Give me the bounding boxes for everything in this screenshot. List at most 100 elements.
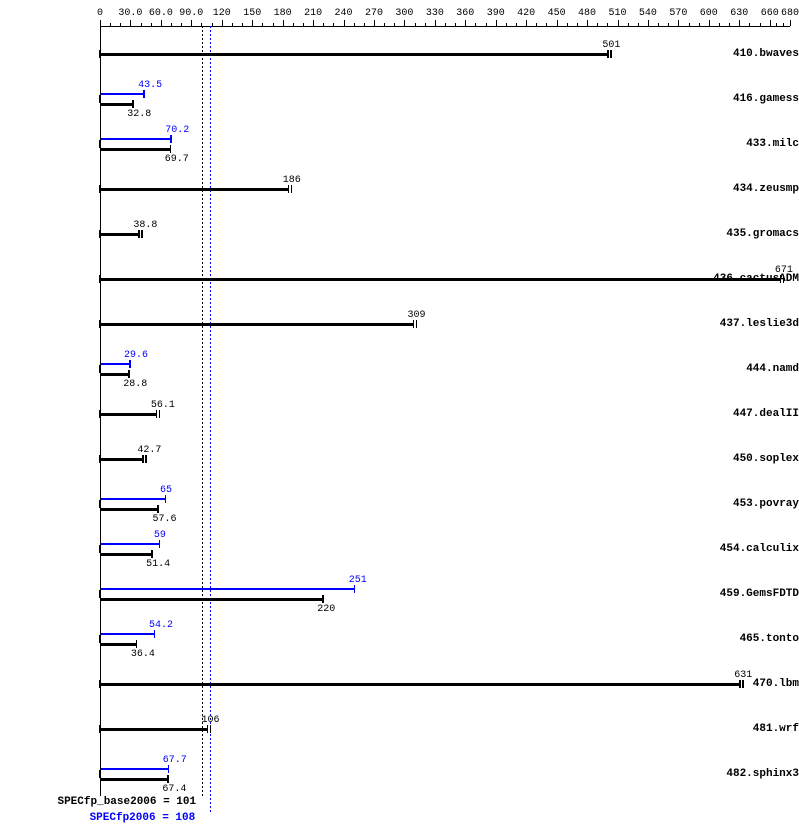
bar-peak	[100, 588, 355, 590]
bar-base-endcap	[780, 275, 782, 283]
x-minor-tick	[475, 23, 476, 26]
x-tick-label: 420	[517, 8, 535, 19]
x-minor-tick	[384, 23, 385, 26]
value-label-peak: 65	[160, 485, 172, 496]
bar-base-endcap	[142, 455, 144, 463]
x-tick-label: 270	[365, 8, 383, 19]
x-tick	[344, 20, 345, 26]
x-tick-label: 60.0	[149, 8, 173, 19]
bench-label: 454.calculix	[703, 543, 799, 555]
bar-base	[100, 598, 323, 601]
x-tick	[709, 20, 710, 26]
bar-base-endcap2	[783, 275, 785, 283]
value-label-base: 671	[775, 265, 793, 276]
bar-peak-endcap	[159, 540, 161, 548]
bar-base	[100, 778, 168, 781]
x-tick	[739, 20, 740, 26]
x-tick	[618, 20, 619, 26]
bar-base	[100, 553, 152, 556]
bench-label: 465.tonto	[703, 633, 799, 645]
x-tick-label: 600	[700, 8, 718, 19]
x-minor-tick	[577, 23, 578, 26]
x-minor-tick	[597, 23, 598, 26]
bench-label: 433.milc	[703, 138, 799, 150]
x-minor-tick	[293, 23, 294, 26]
x-tick	[648, 20, 649, 26]
bar-peak	[100, 138, 171, 140]
x-tick	[191, 20, 192, 26]
x-tick	[465, 20, 466, 26]
x-tick-label: 630	[730, 8, 748, 19]
x-minor-tick	[658, 23, 659, 26]
x-tick	[161, 20, 162, 26]
x-minor-tick	[628, 23, 629, 26]
bench-label: 416.gamess	[703, 93, 799, 105]
x-minor-tick	[516, 23, 517, 26]
x-tick-label: 660	[761, 8, 779, 19]
bar-base-endcap2	[210, 725, 212, 733]
x-tick-label: 390	[487, 8, 505, 19]
bar-peak-endcap	[129, 360, 131, 368]
bar-base	[100, 53, 608, 56]
bar-base-endcap	[607, 50, 609, 58]
x-tick-label: 450	[548, 8, 566, 19]
x-tick-label: 0	[97, 8, 103, 19]
x-minor-tick	[110, 23, 111, 26]
bench-label: 450.soplex	[703, 453, 799, 465]
x-minor-tick	[783, 23, 784, 26]
bar-base-endcap	[132, 100, 134, 108]
value-label-base: 28.8	[123, 379, 147, 390]
ref-line-peak	[210, 26, 211, 814]
x-tick-label: 330	[426, 8, 444, 19]
x-minor-tick	[212, 23, 213, 26]
x-minor-tick	[546, 23, 547, 26]
x-minor-tick	[536, 23, 537, 26]
bar-peak	[100, 93, 144, 95]
bar-base	[100, 103, 133, 106]
bar-base-endcap2	[159, 410, 161, 418]
x-minor-tick	[455, 23, 456, 26]
value-label-base: 38.8	[133, 220, 157, 231]
x-tick-label: 240	[335, 8, 353, 19]
bar-base-endcap2	[742, 680, 744, 688]
bar-base-endcap	[322, 595, 324, 603]
x-minor-tick	[699, 23, 700, 26]
x-minor-tick	[303, 23, 304, 26]
x-minor-tick	[776, 23, 777, 26]
x-minor-tick	[729, 23, 730, 26]
x-tick	[374, 20, 375, 26]
bar-base	[100, 458, 143, 461]
x-tick-label: 510	[608, 8, 626, 19]
value-label-peak: 59	[154, 530, 166, 541]
x-tick-label: 540	[639, 8, 657, 19]
x-minor-tick	[364, 23, 365, 26]
value-label-peak: 29.6	[124, 350, 148, 361]
bar-peak	[100, 543, 160, 545]
x-tick	[587, 20, 588, 26]
ref-line-base	[202, 26, 203, 796]
x-minor-tick	[242, 23, 243, 26]
x-minor-tick	[273, 23, 274, 26]
bar-base	[100, 413, 157, 416]
bench-label: 434.zeusmp	[703, 183, 799, 195]
x-minor-tick	[262, 23, 263, 26]
x-minor-tick	[689, 23, 690, 26]
bar-base	[100, 233, 139, 236]
bar-peak	[100, 498, 166, 500]
x-minor-tick	[749, 23, 750, 26]
x-minor-tick	[232, 23, 233, 26]
bar-peak-endcap	[170, 135, 172, 143]
value-label-base: 56.1	[151, 400, 175, 411]
x-tick	[557, 20, 558, 26]
x-minor-tick	[394, 23, 395, 26]
bench-label: 459.GemsFDTD	[703, 588, 799, 600]
x-tick	[435, 20, 436, 26]
bar-base-endcap2	[141, 230, 143, 238]
x-tick	[496, 20, 497, 26]
bar-peak-endcap	[168, 765, 170, 773]
bar-base-endcap2	[291, 185, 293, 193]
bar-base-endcap2	[610, 50, 612, 58]
bar-peak-endcap	[143, 90, 145, 98]
bar-base-endcap	[151, 550, 153, 558]
bar-base	[100, 278, 781, 281]
